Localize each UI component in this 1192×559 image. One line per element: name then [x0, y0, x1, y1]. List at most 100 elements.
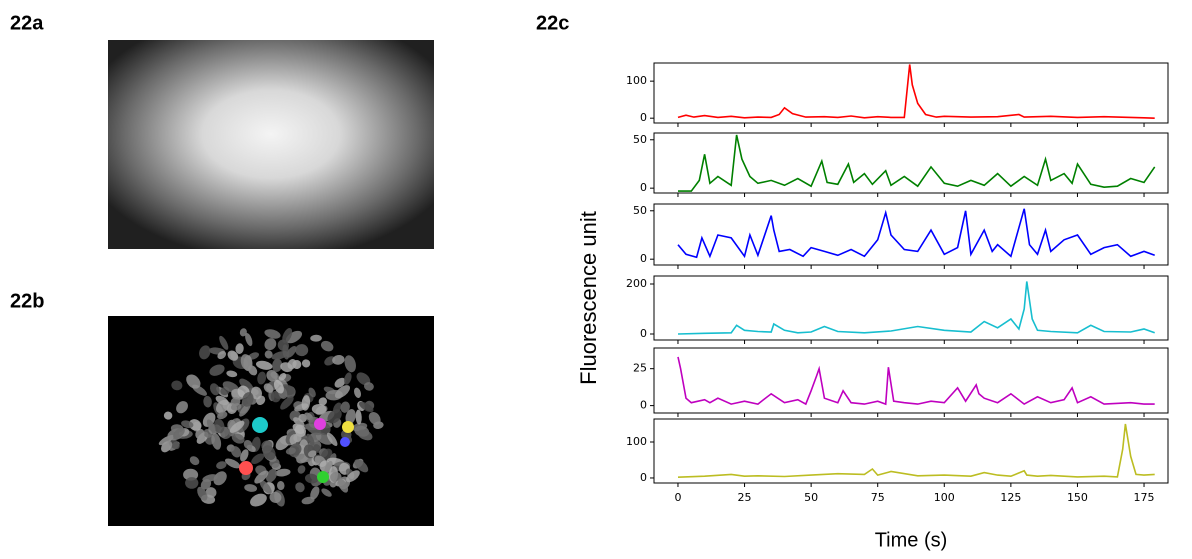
cell: [310, 486, 320, 500]
cell: [326, 432, 338, 447]
cell: [186, 374, 201, 389]
x-tick-label: 125: [1000, 491, 1021, 504]
cell: [343, 372, 352, 385]
cell: [277, 480, 285, 491]
cell: [301, 359, 311, 368]
cell: [310, 334, 322, 342]
cell: [344, 355, 356, 373]
cell: [197, 486, 208, 501]
cell: [219, 335, 229, 350]
cell: [264, 338, 277, 351]
cell: [245, 332, 253, 347]
cell: [205, 487, 217, 498]
y-tick-label: 25: [633, 362, 647, 375]
cell: [346, 470, 360, 483]
y-tick-label: 50: [633, 133, 647, 146]
panel-label: 22a: [10, 12, 44, 34]
cell: [264, 329, 281, 339]
x-tick-label: 150: [1067, 491, 1088, 504]
x-tick-label: 75: [871, 491, 885, 504]
cell: [271, 350, 289, 360]
cell: [301, 496, 315, 505]
cell: [226, 370, 238, 378]
x-axis-label: Time (s): [875, 529, 948, 551]
axes-frame: [653, 203, 1169, 266]
cell: [203, 395, 212, 408]
cell: [255, 360, 273, 370]
cell: [202, 474, 218, 482]
cell: [224, 458, 241, 469]
cell: [357, 429, 373, 441]
cell: [239, 403, 251, 417]
cell: [227, 350, 239, 361]
cell: [324, 356, 336, 366]
trace-line: [678, 134, 1156, 192]
cell: [293, 417, 305, 427]
x-tick-label: 0: [674, 491, 681, 504]
cell: [308, 387, 316, 398]
cell: [215, 395, 229, 406]
cell: [229, 420, 245, 433]
cell: [280, 396, 294, 410]
cell: [181, 420, 194, 429]
cell: [334, 377, 346, 388]
cell: [244, 484, 258, 492]
cell: [269, 491, 282, 503]
cell: [321, 488, 332, 497]
trace-line: [677, 208, 1155, 259]
cell: [305, 423, 322, 436]
axes-frame: [653, 418, 1169, 484]
cell: [216, 461, 227, 470]
y-tick-label: 0: [640, 327, 647, 340]
axes-frame: [653, 62, 1169, 124]
y-tick-label: 0: [640, 181, 647, 194]
cell: [206, 419, 216, 433]
cell: [334, 385, 350, 399]
cell: [304, 473, 319, 484]
y-tick-label: 50: [633, 204, 647, 217]
y-tick-label: 0: [640, 471, 647, 484]
cell: [356, 372, 371, 386]
x-tick-label: 175: [1134, 491, 1155, 504]
cell: [278, 372, 287, 381]
cell: [295, 344, 309, 357]
cell: [165, 441, 173, 450]
cell: [311, 403, 327, 415]
cell: [251, 453, 265, 465]
y-tick-label: 0: [640, 111, 647, 124]
cell: [293, 433, 302, 443]
trace-line: [677, 64, 1155, 119]
cell: [217, 411, 228, 420]
cell: [355, 409, 362, 425]
trace-line: [677, 356, 1155, 406]
cell: [211, 433, 222, 450]
cell: [275, 468, 291, 477]
trace-line: [677, 423, 1155, 478]
x-tick-label: 25: [738, 491, 752, 504]
cell: [368, 412, 381, 425]
cell: [306, 433, 315, 446]
cell: [171, 380, 183, 391]
cell: [318, 397, 328, 406]
cell: [295, 482, 305, 493]
cell: [173, 427, 185, 439]
cell: [199, 345, 211, 360]
cell: [189, 456, 200, 466]
y-axis-label: Fluorescence unit: [576, 211, 601, 385]
axes-frame: [653, 132, 1169, 194]
cell: [235, 343, 244, 354]
cell: [188, 419, 202, 431]
cell: [185, 477, 199, 489]
cell: [297, 465, 306, 474]
cell: [301, 395, 311, 411]
cell: [176, 401, 188, 414]
cell: [230, 397, 241, 407]
cell: [209, 383, 220, 396]
microscope-image: [108, 40, 434, 249]
cell: [250, 493, 267, 507]
cell: [240, 354, 253, 371]
cell: [261, 440, 273, 451]
cell: [337, 478, 349, 493]
cell: [264, 350, 273, 359]
